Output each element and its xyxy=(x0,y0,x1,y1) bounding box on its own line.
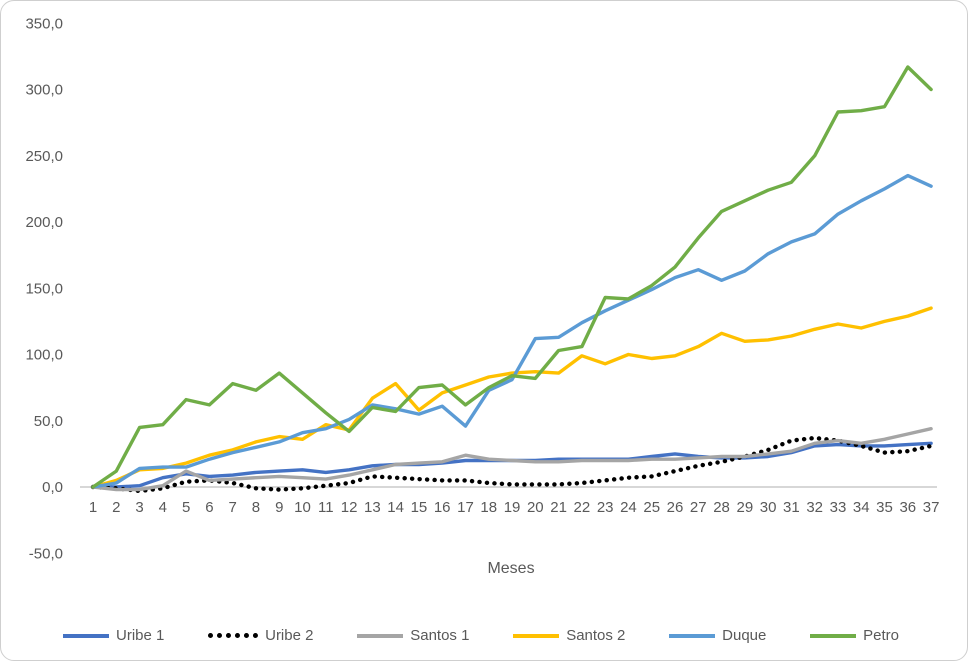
x-tick-label: 33 xyxy=(830,499,847,516)
legend-item-uribe-2: Uribe 2 xyxy=(208,627,313,644)
x-tick-label: 21 xyxy=(550,499,567,516)
x-tick-label: 24 xyxy=(620,499,637,516)
y-tick-label: 250,0 xyxy=(25,148,63,165)
x-tick-label: 29 xyxy=(736,499,753,516)
series-line-duque xyxy=(91,173,933,489)
x-tick-label: 34 xyxy=(853,499,870,516)
chart-legend: Uribe 1 Uribe 2 Santos 1 Santos 2 Duque … xyxy=(63,627,899,644)
legend-label-duque: Duque xyxy=(722,627,767,644)
legend-item-duque: Duque xyxy=(669,627,766,644)
legend-swatch-petro xyxy=(810,633,857,638)
y-axis-tick-labels: 350,0 300,0 250,0 200,0 150,0 100,0 50,0 0,0 -50… xyxy=(25,15,63,562)
x-tick-label: 15 xyxy=(411,499,428,516)
legend-label-uribe-1: Uribe 1 xyxy=(116,627,165,644)
legend-label-petro: Petro xyxy=(863,627,899,644)
x-tick-label: 30 xyxy=(760,499,777,516)
x-tick-label: 23 xyxy=(597,499,614,516)
x-tick-label: 35 xyxy=(876,499,893,516)
x-tick-label: 19 xyxy=(504,499,521,516)
x-tick-label: 31 xyxy=(783,499,800,516)
x-tick-label: 18 xyxy=(480,499,497,516)
legend-label-santos-2: Santos 2 xyxy=(566,627,626,644)
x-tick-label: 2 xyxy=(112,499,120,516)
x-tick-label: 10 xyxy=(294,499,311,516)
y-tick-label: -50,0 xyxy=(29,545,63,562)
legend-label-santos-1: Santos 1 xyxy=(410,627,470,644)
x-tick-label: 14 xyxy=(387,499,404,516)
legend-item-santos-1: Santos 1 xyxy=(357,627,469,644)
legend-item-petro: Petro xyxy=(810,627,899,644)
legend-item-uribe-1: Uribe 1 xyxy=(63,627,164,644)
legend-swatch-uribe-2 xyxy=(208,633,259,638)
x-tick-label: 26 xyxy=(667,499,684,516)
legend-swatch-duque xyxy=(669,633,716,638)
x-tick-label: 11 xyxy=(318,499,334,516)
x-tick-label: 4 xyxy=(159,499,167,516)
y-tick-label: 350,0 xyxy=(25,15,63,32)
y-tick-label: 150,0 xyxy=(25,280,63,297)
x-tick-label: 37 xyxy=(923,499,940,516)
series-line-petro xyxy=(91,65,933,489)
x-tick-label: 1 xyxy=(89,499,97,516)
x-tick-label: 6 xyxy=(205,499,213,516)
x-tick-label: 5 xyxy=(182,499,190,516)
y-tick-label: 0,0 xyxy=(42,479,63,496)
legend-swatch-santos-1 xyxy=(357,633,404,638)
y-tick-label: 50,0 xyxy=(34,413,63,430)
legend-label-uribe-2: Uribe 2 xyxy=(265,627,314,644)
y-tick-label: 200,0 xyxy=(25,214,63,231)
x-tick-label: 9 xyxy=(275,499,283,516)
x-tick-label: 27 xyxy=(690,499,707,516)
series-line-santos-2 xyxy=(91,306,933,489)
series-line-uribe-2 xyxy=(90,435,934,494)
x-tick-label: 22 xyxy=(574,499,591,516)
x-tick-label: 20 xyxy=(527,499,544,516)
x-tick-label: 25 xyxy=(643,499,660,516)
x-axis-tick-labels: 1 2 3 4 5 6 7 8 9 10 11 12 13 14 15 16 17 18 19 20 21 22 23 24 2… xyxy=(89,499,940,516)
legend-swatch-santos-2 xyxy=(513,633,560,638)
x-tick-label: 16 xyxy=(434,499,451,516)
x-tick-label: 13 xyxy=(364,499,381,516)
x-tick-label: 3 xyxy=(135,499,143,516)
x-tick-label: 32 xyxy=(806,499,823,516)
x-tick-label: 36 xyxy=(899,499,916,516)
x-tick-label: 28 xyxy=(713,499,730,516)
x-tick-label: 7 xyxy=(229,499,237,516)
x-axis-title: Meses xyxy=(487,560,534,577)
x-tick-label: 8 xyxy=(252,499,260,516)
legend-swatch-uribe-1 xyxy=(63,633,109,638)
legend-item-santos-2: Santos 2 xyxy=(513,627,625,644)
y-tick-label: 300,0 xyxy=(25,82,63,99)
y-tick-label: 100,0 xyxy=(25,347,63,364)
series-line-santos-1 xyxy=(91,427,933,492)
x-tick-label: 17 xyxy=(457,499,474,516)
x-tick-label: 12 xyxy=(341,499,358,516)
